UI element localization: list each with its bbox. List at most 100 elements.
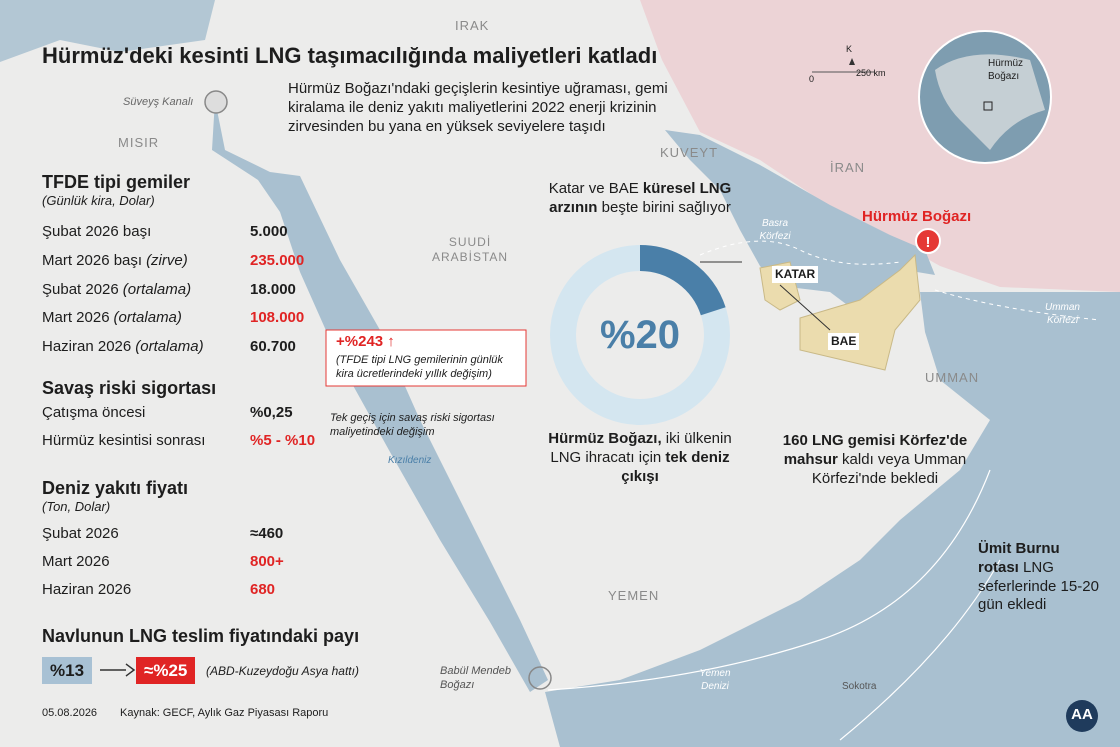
- text-run: Hürmüz Boğazı,: [548, 430, 662, 447]
- section-title: TFDE tipi gemiler: [42, 172, 191, 192]
- inset-label: Hürmüz Boğazı: [988, 58, 1024, 82]
- north-arrow: [849, 58, 855, 65]
- footer-source: Kaynak: GECF, Aylık Gaz Piyasası Raporu: [120, 707, 329, 719]
- map-label: IRAK: [455, 18, 490, 33]
- map-label: Kızıldeniz: [388, 455, 432, 466]
- row-value: 108.000: [250, 309, 305, 326]
- map-label: KATAR: [772, 266, 819, 283]
- map-label: BAE: [828, 333, 860, 350]
- map-label: Umman Körfezi: [1044, 302, 1080, 326]
- callout-box: [325, 329, 527, 387]
- text-run: beşte birini sağlıyor: [597, 198, 731, 216]
- row-label: Hürmüz kesintisi sonrası: [42, 432, 205, 451]
- row-value: %5 - %10: [250, 432, 316, 449]
- cape-route: [839, 559, 1001, 741]
- map-label: Süveyş Kanalı: [123, 96, 194, 108]
- inset-marker: [983, 101, 993, 111]
- map-label: Basra Körfezi: [759, 218, 791, 242]
- share-after: ≈%25: [136, 657, 196, 685]
- text-run: küresel LNG arzının: [549, 180, 732, 216]
- row-label: Çatışma öncesi: [42, 404, 145, 423]
- donut-segment: [639, 245, 726, 316]
- hormuz-marker: [915, 228, 941, 254]
- row-value: 800+: [250, 553, 284, 570]
- text-run: 160 LNG gemisi Körfez'de mahsur: [782, 432, 968, 468]
- persian-gulf: [665, 130, 935, 322]
- callout-value: +%243 ↑: [336, 333, 395, 350]
- text-run: tek deniz çıkışı: [621, 448, 730, 485]
- cape-note: Ümit Burnu rotası LNG seferlerinde 15-20…: [978, 540, 1103, 615]
- logo: AA: [1071, 706, 1093, 723]
- label-note: (ortalama): [135, 338, 204, 355]
- row-value: %0,25: [250, 404, 293, 421]
- label: Çatışma öncesi: [42, 404, 146, 421]
- row-value: 235.000: [250, 252, 305, 269]
- donut-label: %20: [599, 313, 681, 357]
- row-label: Haziran 2026 (ortalama): [42, 338, 204, 357]
- label: Mart 2026: [42, 309, 110, 326]
- alert-icon: !: [926, 234, 931, 251]
- text-run: kaldı veya Umman Körfezi'nde bekledi: [811, 450, 967, 487]
- insurance-note: Tek geçiş için savaş riski sigortası mal…: [330, 412, 495, 438]
- label-note: (ortalama): [122, 281, 192, 298]
- footer-date: 05.08.2026: [42, 707, 98, 719]
- text-run: Katar ve BAE: [548, 180, 643, 197]
- route: [934, 289, 1101, 321]
- label: Şubat 2026: [42, 281, 119, 298]
- label: Mart 2026 başı: [42, 252, 143, 269]
- map-label: UMMAN: [925, 370, 980, 385]
- text-run: Ümit Burnu rotası: [978, 540, 1060, 576]
- map-label: KUVEYT: [660, 145, 719, 160]
- map-label: Babül Mendeb Boğazı: [440, 665, 511, 691]
- section-title: Navlunun LNG teslim fiyatındaki payı: [42, 626, 360, 646]
- map-label: İRAN: [830, 160, 866, 175]
- donut-bottom: Hürmüz Boğazı, iki ülkenin LNG ihracatı …: [540, 430, 740, 486]
- route: [699, 240, 901, 265]
- row-value: 60.700: [250, 338, 296, 355]
- row-label: Şubat 2026: [42, 525, 119, 544]
- map-label: Yemen Denizi: [699, 668, 731, 692]
- map-label: SUUDİ ARABİSTAN: [431, 235, 509, 264]
- callout-text: (TFDE tipi LNG gemilerinin günlük kira ü…: [336, 354, 503, 380]
- mediterranean: [0, 0, 215, 62]
- section-subtitle: (Günlük kira, Dolar): [42, 193, 155, 208]
- label: Haziran 2026: [42, 338, 132, 355]
- arrow-head: [125, 663, 136, 677]
- label-note: (ortalama): [113, 309, 182, 326]
- label: Şubat 2026 başı: [42, 223, 152, 240]
- map-label: Hürmüz Boğazı: [862, 208, 972, 225]
- map-label: MISIR: [118, 135, 160, 150]
- freight-note: (ABD-Kuzeydoğu Asya hattı): [206, 664, 359, 678]
- share-before: %13: [42, 657, 93, 685]
- row-label: Mart 2026: [42, 553, 110, 572]
- label-note: (zirve): [146, 252, 188, 269]
- row-value: 5.000: [250, 223, 288, 240]
- section-subtitle: (Ton, Dolar): [42, 499, 111, 514]
- text-run: LNG seferlerinde 15-20 gün ekledi: [978, 558, 1099, 614]
- section-title: Deniz yakıtı fiyatı: [42, 478, 189, 498]
- suez-marker: [204, 90, 228, 114]
- pointer: [779, 284, 831, 331]
- arabian-sea: [545, 292, 1120, 747]
- text-run: iki ülkenin LNG ihracatı için: [550, 430, 732, 466]
- row-label: Mart 2026 (ortalama): [42, 309, 182, 328]
- row-value: 18.000: [250, 281, 296, 298]
- row-label: Şubat 2026 (ortalama): [42, 281, 191, 300]
- bab-marker: [528, 666, 552, 690]
- label: Haziran 2026: [42, 581, 132, 598]
- north: K: [846, 44, 853, 54]
- intro: Hürmüz Boğazı'ndaki geçişlerin kesintiye…: [288, 80, 668, 135]
- scale-zero: 0: [809, 74, 815, 84]
- row-label: Haziran 2026: [42, 581, 131, 600]
- row-label: Şubat 2026 başı: [42, 223, 151, 242]
- label: Mart 2026: [42, 553, 110, 570]
- stranded-note: 160 LNG gemisi Körfez'de mahsur kaldı ve…: [765, 432, 985, 488]
- donut-caption: Katar ve BAE küresel LNG arzının beşte b…: [540, 180, 740, 218]
- red-sea: [212, 100, 548, 692]
- title: Hürmüz'deki kesinti LNG taşımacılığında …: [42, 43, 658, 68]
- map-label: YEMEN: [608, 588, 660, 603]
- section-title: Savaş riski sigortası: [42, 378, 217, 398]
